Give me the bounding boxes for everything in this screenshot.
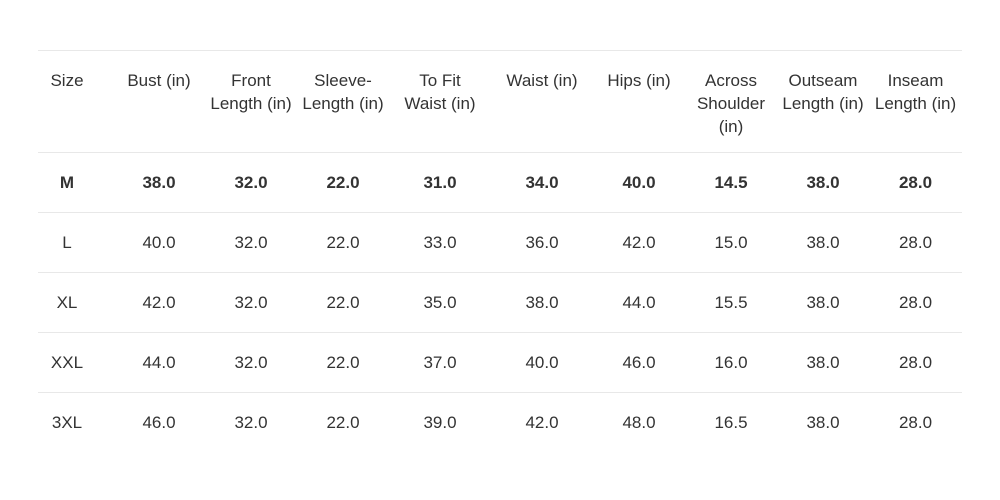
table-cell: 37.0 — [389, 332, 491, 393]
header-text: (in) — [718, 117, 744, 136]
table-cell: 38.0 — [491, 272, 593, 333]
header-text: Front — [231, 71, 271, 90]
table-cell: 38.0 — [806, 412, 840, 432]
header-text: Sleeve- — [314, 71, 372, 90]
header-cell: Bust (in) — [113, 50, 205, 153]
header-cell: Across Shoulder (in) — [685, 50, 777, 153]
table-cell: 39.0 — [423, 412, 457, 432]
table-body: M 38.0 32.0 22.0 31.0 34.0 40.0 14.5 38.0 28.0 L 40… — [38, 152, 962, 453]
table-row: M 38.0 32.0 22.0 31.0 34.0 40.0 14.5 38.0 28.0 — [38, 152, 962, 213]
header-text: Waist (in) — [506, 71, 578, 90]
table-row: XL 42.0 32.0 22.0 35.0 38.0 44.0 15.5 38.0 28.0 — [38, 272, 962, 333]
table-cell: 28.0 — [869, 272, 962, 333]
table-cell: 40.0 — [491, 332, 593, 393]
table-cell: 38.0 — [113, 152, 205, 213]
header-cell: Outseam Length (in) — [777, 50, 869, 153]
header-text: Waist (in) — [404, 94, 476, 113]
header-text: Hips (in) — [607, 71, 671, 90]
table-cell: 38.0 — [777, 272, 869, 333]
table-cell: 40.0 — [593, 152, 685, 213]
header-text: Across — [705, 71, 757, 90]
table-cell: 22.0 — [297, 152, 389, 213]
header-text: Inseam — [887, 71, 944, 90]
table-cell: 44.0 — [113, 332, 205, 393]
header-text: Length (in) — [782, 94, 864, 113]
header-cell: Inseam Length (in) — [869, 50, 962, 153]
table-cell: 14.5 — [685, 152, 777, 213]
header-cell: Waist (in) — [491, 50, 593, 153]
table-cell: 22.0 — [297, 212, 389, 273]
table-cell: 38.0 — [777, 212, 869, 273]
table-cell: 28.0 — [869, 332, 962, 393]
header-text: Outseam — [788, 71, 858, 90]
table-cell: M — [38, 152, 113, 213]
table-cell: 22.0 — [326, 412, 360, 432]
table-cell: 36.0 — [491, 212, 593, 273]
table-cell: 42.0 — [593, 212, 685, 273]
table-cell: 15.0 — [685, 212, 777, 273]
table-cell: XXL — [38, 332, 113, 393]
table-cell: 28.0 — [869, 152, 962, 213]
table-cell: 33.0 — [389, 212, 491, 273]
table-cell: 32.0 — [205, 152, 297, 213]
table-row: XXL 44.0 32.0 22.0 37.0 40.0 46.0 16.0 38.0 28.0 — [38, 332, 962, 393]
table-cell: 3XL — [51, 412, 83, 432]
table-cell: 22.0 — [297, 272, 389, 333]
table-cell: 44.0 — [593, 272, 685, 333]
table-cell: 34.0 — [491, 152, 593, 213]
header-text: Length (in) — [302, 94, 384, 113]
table-cell: 32.0 — [205, 332, 297, 393]
header-cell: Sleeve- Length (in) — [297, 50, 389, 153]
table-cell: 28.0 — [898, 412, 933, 432]
table-row: 3XL 46.0 32.0 22.0 39.0 42.0 48.0 16.5 38.0 28.0 — [38, 393, 962, 453]
header-cell: Hips (in) — [593, 50, 685, 153]
header-text: Size — [50, 71, 84, 90]
header-cell: Size — [38, 50, 113, 153]
table-cell: XL — [38, 272, 113, 333]
header-text: To Fit — [419, 71, 461, 90]
table-cell: 48.0 — [622, 412, 656, 432]
table-cell: 16.5 — [714, 412, 748, 432]
header-text: Length (in) — [874, 94, 957, 113]
size-table: Size Bust (in) Front Length (in) Sleeve- Leng… — [38, 50, 962, 452]
table-cell: 38.0 — [777, 332, 869, 393]
header-text: Length (in) — [210, 94, 292, 113]
header-row: Size Bust (in) Front Length (in) Sleeve- Leng… — [38, 50, 962, 153]
header-text: Shoulder — [696, 94, 766, 113]
table-cell: 22.0 — [297, 332, 389, 393]
table-cell: 31.0 — [389, 152, 491, 213]
header-text: Bust (in) — [127, 71, 191, 90]
table-cell: 16.0 — [685, 332, 777, 393]
table-cell: 32.0 — [234, 412, 268, 432]
table-cell: 15.5 — [685, 272, 777, 333]
table-row: L 40.0 32.0 22.0 33.0 36.0 42.0 15.0 38.0 28.0 — [38, 212, 962, 273]
table-cell: 46.0 — [593, 332, 685, 393]
table-cell: 32.0 — [205, 272, 297, 333]
table-cell: 40.0 — [113, 212, 205, 273]
table-cell: 42.0 — [113, 272, 205, 333]
table-cell: 42.0 — [525, 412, 559, 432]
table-cell: 32.0 — [205, 212, 297, 273]
table-cell: 28.0 — [869, 212, 962, 273]
header-cell: Front Length (in) — [205, 50, 297, 153]
table-cell: 46.0 — [142, 412, 176, 432]
table-cell: 38.0 — [777, 152, 869, 213]
table-cell: L — [38, 212, 113, 273]
header-cell: To Fit Waist (in) — [389, 50, 491, 153]
table-cell: 35.0 — [389, 272, 491, 333]
